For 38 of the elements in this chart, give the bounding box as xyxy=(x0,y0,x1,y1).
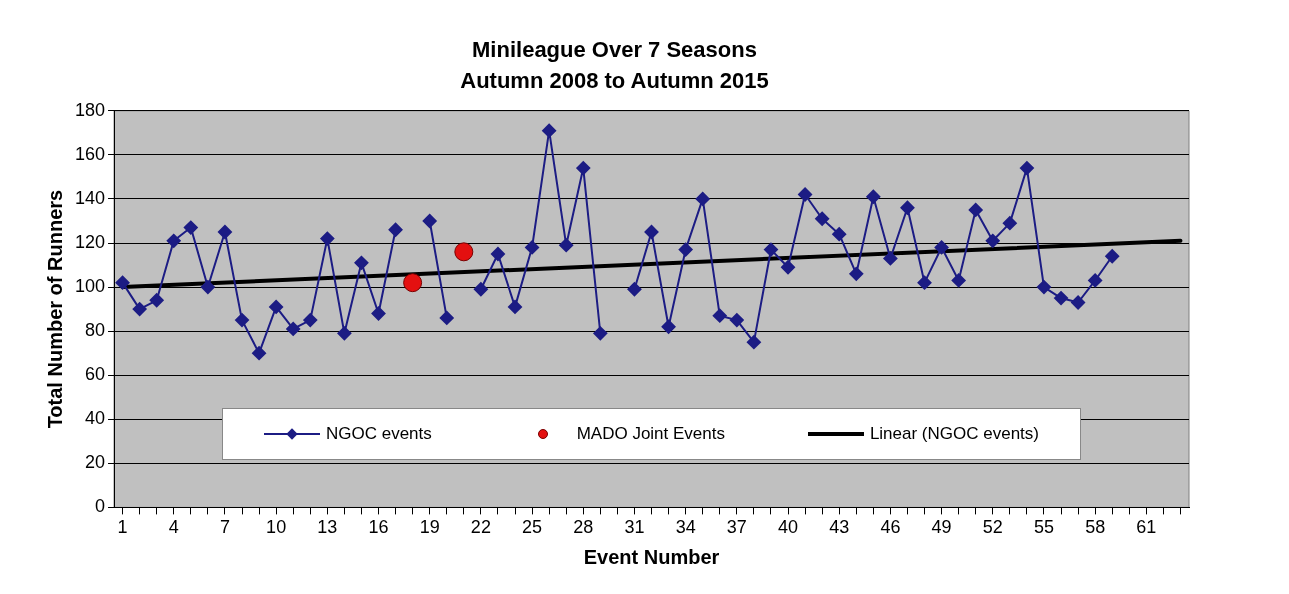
y-tick-label: 120 xyxy=(74,231,106,252)
x-tick-label: 55 xyxy=(1033,517,1054,538)
legend-label: NGOC events xyxy=(325,424,432,445)
x-tick-label: 40 xyxy=(778,517,799,538)
legend-label: Linear (NGOC events) xyxy=(869,424,1039,445)
x-tick-label: 13 xyxy=(317,517,338,538)
x-tick-label: 31 xyxy=(624,517,645,538)
x-axis-title: Event Number xyxy=(583,545,720,568)
y-tick-label: 40 xyxy=(85,408,106,429)
y-tick-label: 80 xyxy=(85,320,106,341)
x-tick-label: 52 xyxy=(982,517,1003,538)
y-tick-label: 60 xyxy=(85,364,106,385)
x-tick-label: 46 xyxy=(880,517,901,538)
chart-title: Minileague Over 7 Seasons xyxy=(472,37,757,63)
x-tick-label: 1 xyxy=(117,517,128,538)
x-tick-label: 4 xyxy=(168,517,179,538)
y-tick-label: 100 xyxy=(74,276,106,297)
x-tick-label: 28 xyxy=(573,517,594,538)
chart-subtitle: Autumn 2008 to Autumn 2015 xyxy=(460,67,769,93)
y-tick-label: 20 xyxy=(85,452,106,473)
x-tick-label: 19 xyxy=(419,517,440,538)
y-tick-label: 160 xyxy=(74,143,106,164)
x-tick-label: 7 xyxy=(219,517,230,538)
x-tick-label: 49 xyxy=(931,517,952,538)
y-tick-label: 0 xyxy=(95,496,106,517)
legend-label: MADO Joint Events xyxy=(576,424,725,445)
x-tick-label: 25 xyxy=(522,517,543,538)
x-tick-label: 10 xyxy=(266,517,287,538)
x-tick-label: 37 xyxy=(726,517,747,538)
x-tick-label: 22 xyxy=(470,517,491,538)
x-tick-label: 43 xyxy=(829,517,850,538)
y-tick-label: 180 xyxy=(74,99,106,120)
x-tick-label: 58 xyxy=(1085,517,1106,538)
y-tick-label: 140 xyxy=(74,187,106,208)
x-tick-label: 61 xyxy=(1136,517,1157,538)
x-tick-label: 16 xyxy=(368,517,389,538)
x-tick-label: 34 xyxy=(675,517,696,538)
y-axis-title: Total Number of Runners xyxy=(43,189,66,429)
